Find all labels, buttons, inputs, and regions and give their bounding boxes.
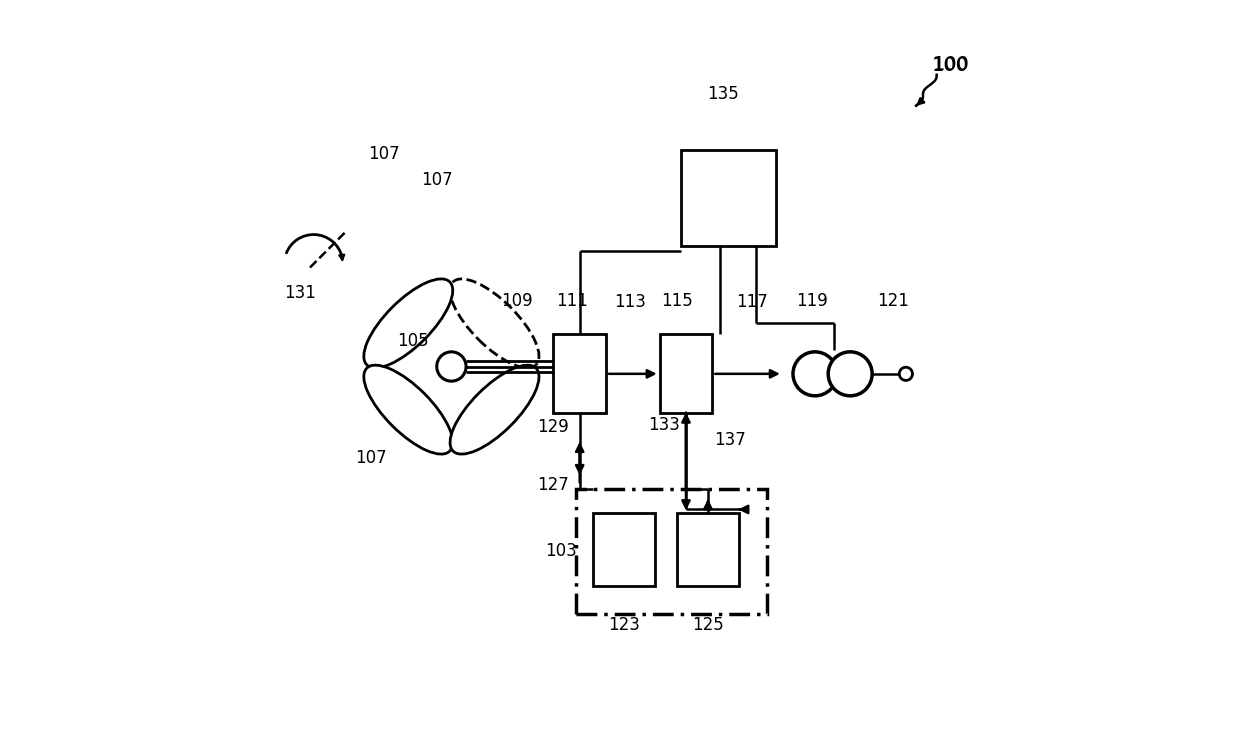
Text: 121: 121 bbox=[877, 292, 909, 309]
Text: 105: 105 bbox=[398, 332, 429, 350]
Text: 100: 100 bbox=[931, 56, 968, 75]
Circle shape bbox=[436, 352, 466, 381]
Ellipse shape bbox=[450, 365, 539, 454]
Text: 117: 117 bbox=[737, 293, 768, 311]
Text: 103: 103 bbox=[546, 542, 578, 560]
Text: 111: 111 bbox=[556, 292, 588, 309]
Text: 127: 127 bbox=[537, 476, 568, 494]
Ellipse shape bbox=[450, 279, 539, 368]
Text: 133: 133 bbox=[649, 416, 680, 434]
Bar bbox=[681, 150, 776, 246]
Text: 129: 129 bbox=[537, 418, 568, 435]
Text: 100: 100 bbox=[932, 55, 970, 74]
Text: 135: 135 bbox=[707, 85, 739, 103]
Bar bbox=[577, 489, 766, 614]
Bar bbox=[660, 334, 712, 413]
Text: 113: 113 bbox=[614, 293, 646, 311]
Bar bbox=[593, 513, 655, 586]
Text: 125: 125 bbox=[692, 616, 724, 633]
Circle shape bbox=[899, 367, 913, 380]
Text: 107: 107 bbox=[368, 145, 399, 163]
Bar bbox=[677, 513, 739, 586]
Ellipse shape bbox=[363, 279, 453, 368]
Text: 137: 137 bbox=[714, 431, 745, 449]
Text: 109: 109 bbox=[501, 292, 533, 309]
Text: 131: 131 bbox=[284, 284, 316, 302]
Text: 115: 115 bbox=[661, 292, 693, 309]
Text: 119: 119 bbox=[796, 292, 828, 309]
Text: 123: 123 bbox=[608, 616, 640, 633]
Text: 107: 107 bbox=[420, 171, 453, 188]
Circle shape bbox=[828, 352, 872, 396]
Circle shape bbox=[794, 352, 837, 396]
Text: 107: 107 bbox=[355, 449, 387, 467]
Bar bbox=[553, 334, 606, 413]
Ellipse shape bbox=[363, 365, 453, 454]
